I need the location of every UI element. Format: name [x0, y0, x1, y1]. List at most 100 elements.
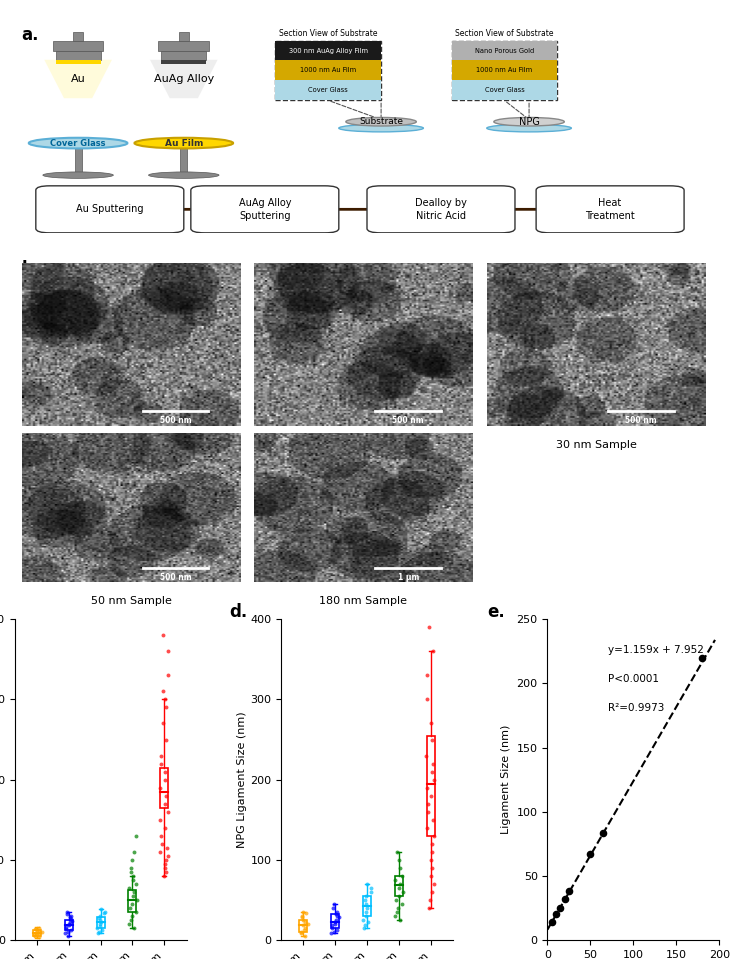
Point — [94, 912, 106, 927]
Point — [426, 643, 438, 659]
Bar — [451, 40, 557, 60]
Text: P<0.0001: P<0.0001 — [608, 674, 658, 684]
Point — [156, 836, 167, 852]
Point — [29, 927, 40, 943]
Text: Cover Glass: Cover Glass — [308, 87, 348, 93]
Point — [296, 908, 308, 924]
Point — [421, 667, 433, 683]
Point — [361, 901, 373, 916]
Point — [392, 901, 404, 916]
Point — [94, 908, 106, 924]
Point — [94, 919, 106, 934]
Point — [62, 924, 73, 940]
Point — [328, 924, 340, 940]
Point — [91, 920, 103, 935]
Point — [365, 884, 377, 900]
Point — [160, 864, 172, 879]
Text: Au: Au — [70, 74, 85, 84]
Point — [366, 880, 377, 896]
Point — [327, 920, 338, 935]
Bar — [275, 40, 381, 60]
Bar — [97, 918, 104, 927]
Text: Dealloy by
Nitric Acid: Dealloy by Nitric Acid — [415, 198, 467, 221]
Point — [360, 904, 372, 920]
Point — [96, 923, 108, 938]
Point — [162, 804, 174, 819]
Point — [427, 812, 439, 828]
Text: 1000 nm Au Film: 1000 nm Au Film — [476, 67, 532, 74]
Point — [161, 788, 172, 804]
Point — [130, 877, 142, 892]
Point — [391, 844, 403, 859]
Point — [130, 904, 142, 920]
Point — [30, 922, 42, 937]
Point — [327, 901, 339, 916]
Point — [128, 884, 139, 900]
Point — [563, 883, 575, 899]
Point — [330, 912, 342, 927]
Point — [559, 891, 570, 906]
Y-axis label: Ligament Size (nm): Ligament Size (nm) — [501, 725, 511, 834]
Text: 50 nm Sample: 50 nm Sample — [90, 596, 171, 606]
Bar — [75, 143, 81, 175]
Bar — [451, 60, 557, 81]
Point — [391, 904, 403, 920]
Point — [157, 628, 169, 643]
Point — [123, 916, 134, 931]
Point — [125, 912, 137, 927]
Point — [297, 904, 308, 920]
Point — [299, 920, 311, 935]
Point — [297, 912, 309, 927]
Ellipse shape — [148, 172, 219, 178]
Point — [423, 620, 435, 635]
Point — [30, 924, 42, 940]
Point — [422, 796, 434, 811]
Point — [126, 852, 137, 867]
Point — [421, 691, 433, 707]
Polygon shape — [44, 59, 112, 98]
Point — [554, 901, 566, 916]
Bar — [159, 40, 209, 51]
Point — [36, 924, 48, 940]
Point — [359, 918, 371, 933]
Point — [126, 896, 138, 911]
Bar — [56, 59, 101, 63]
Point — [295, 925, 307, 941]
Point — [160, 700, 172, 715]
Point — [597, 826, 609, 841]
Bar — [395, 876, 403, 896]
Point — [124, 901, 136, 916]
Point — [394, 860, 406, 876]
Point — [426, 764, 437, 780]
Point — [33, 920, 45, 935]
FancyBboxPatch shape — [191, 186, 339, 233]
Ellipse shape — [339, 125, 424, 132]
Point — [161, 848, 173, 863]
Point — [126, 908, 137, 924]
Ellipse shape — [487, 125, 571, 132]
Point — [425, 868, 437, 883]
Bar — [161, 59, 206, 63]
Ellipse shape — [134, 138, 233, 149]
Point — [33, 925, 45, 941]
Point — [29, 928, 41, 944]
Point — [421, 780, 432, 795]
Point — [64, 910, 76, 925]
Point — [302, 916, 314, 931]
Ellipse shape — [29, 138, 128, 149]
Point — [358, 920, 370, 935]
Text: AuAg Alloy
Sputtering: AuAg Alloy Sputtering — [239, 198, 291, 221]
Point — [159, 772, 171, 787]
Text: 30 nm Sample: 30 nm Sample — [556, 439, 636, 450]
Text: Substrate: Substrate — [359, 117, 403, 127]
Point — [29, 921, 41, 936]
Point — [426, 788, 437, 804]
FancyBboxPatch shape — [536, 186, 684, 233]
Point — [128, 872, 139, 887]
Text: Au Film: Au Film — [164, 139, 203, 148]
Point — [330, 916, 341, 931]
Text: Cover Glass: Cover Glass — [51, 139, 106, 148]
Point — [31, 923, 43, 938]
Text: NPG: NPG — [519, 117, 539, 127]
Point — [426, 732, 437, 747]
